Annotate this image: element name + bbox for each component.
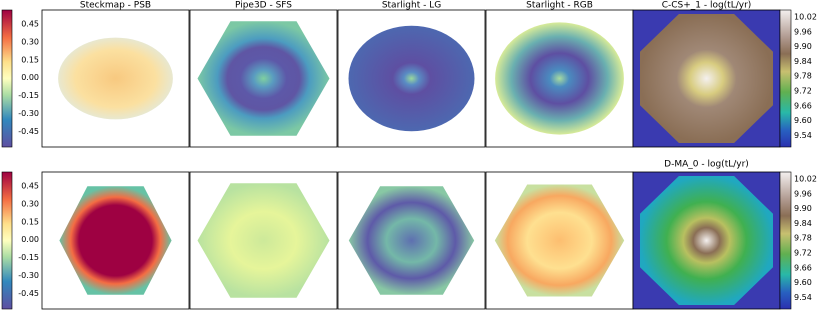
colorbar-tick-label: 9.54	[794, 293, 812, 302]
galaxy-map	[494, 184, 625, 297]
colorbar-tick-label: 0.00	[21, 235, 39, 244]
colorbar-tick-label: -0.45	[18, 289, 39, 298]
galaxy-map	[348, 25, 475, 132]
panel-title: Starlight - LG	[382, 1, 441, 11]
colorbar-tick-label: 9.90	[794, 204, 812, 213]
galaxy-map	[348, 186, 475, 295]
colorbar-tick-label: 10.02	[794, 13, 817, 22]
panel-title: D-MA_0 - log(tL/yr)	[664, 160, 749, 170]
panel-title: C-CS+_1 - log(tL/yr)	[662, 1, 752, 11]
colorbar-tick-label: 9.60	[794, 278, 812, 287]
panel-frame	[41, 9, 190, 148]
colorbar-tick-label: 9.54	[794, 131, 812, 140]
colorbar-tick-label: 9.66	[794, 263, 812, 272]
panel-frame	[337, 171, 486, 310]
colorbar-tick-label: 0.30	[21, 199, 39, 208]
galaxy-map	[197, 183, 330, 298]
right-colorbar	[779, 9, 792, 148]
panel-frame	[189, 171, 338, 310]
galaxy-map	[59, 186, 172, 295]
colorbar-tick-label: 9.84	[794, 219, 812, 228]
colorbar-tick-label: 0.00	[21, 73, 39, 82]
colorbar-tick-label: -0.15	[18, 253, 39, 262]
colorbar-tick-label: -0.45	[18, 127, 39, 136]
galaxy-map	[58, 37, 173, 120]
colorbar-tick-label: 9.72	[794, 87, 812, 96]
panel-title: Steckmap - PSB	[80, 1, 151, 11]
galaxy-map	[640, 176, 773, 305]
left-colorbar	[1, 9, 13, 148]
colorbar-tick-label: 0.15	[21, 217, 39, 226]
colorbar-tick-label: -0.30	[18, 109, 39, 118]
colorbar-tick-label: 9.60	[794, 116, 812, 125]
colorbar-tick-label: 9.72	[794, 249, 812, 258]
panel-title: Pipe3D - SFS	[235, 1, 292, 11]
panel-title: Starlight - RGB	[526, 1, 593, 11]
colorbar-tick-label: 9.66	[794, 101, 812, 110]
colorbar-tick-label: 9.90	[794, 42, 812, 51]
galaxy-map	[640, 14, 773, 143]
colorbar-tick-label: 9.78	[794, 234, 812, 243]
panel-frame	[189, 9, 338, 148]
panel-frame	[41, 171, 190, 310]
right-colorbar	[779, 171, 792, 310]
left-colorbar	[1, 171, 13, 310]
colorbar-tick-label: -0.30	[18, 271, 39, 280]
colorbar-tick-label: 0.30	[21, 37, 39, 46]
colorbar-tick-label: 0.45	[21, 20, 39, 29]
colorbar-tick-label: 9.78	[794, 72, 812, 81]
colorbar-tick-label: 0.15	[21, 55, 39, 64]
panel-frame	[337, 9, 486, 148]
galaxy-map	[495, 22, 624, 135]
colorbar-tick-label: 0.45	[21, 182, 39, 191]
galaxy-map	[197, 21, 330, 136]
colorbar-tick-label: 10.02	[794, 175, 817, 184]
colorbar-tick-label: -0.15	[18, 91, 39, 100]
colorbar-tick-label: 9.96	[794, 189, 812, 198]
colorbar-tick-label: 9.84	[794, 57, 812, 66]
colorbar-tick-label: 9.96	[794, 27, 812, 36]
